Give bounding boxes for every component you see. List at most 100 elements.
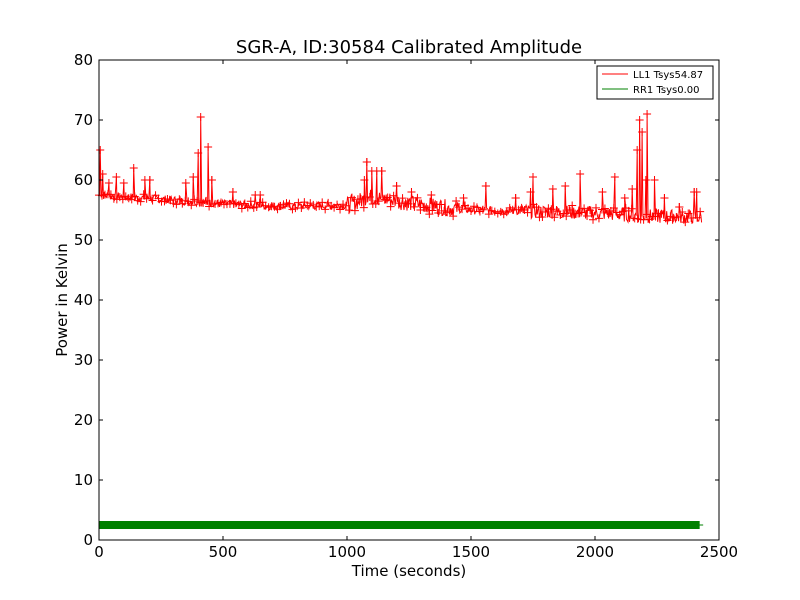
series-ll1-spike-marker <box>145 176 154 184</box>
x-axis-ticks: 0 500 1000 1500 2000 2500 <box>94 60 738 561</box>
series-ll1-marker <box>627 204 636 213</box>
series-ll1-marker <box>386 202 395 211</box>
series-ll1-marker <box>472 203 481 212</box>
plot-frame <box>98 59 720 541</box>
series-ll1-spike-marker <box>633 146 642 154</box>
series-ll1-marker <box>591 203 600 212</box>
series-ll1-spike-marker <box>362 158 371 166</box>
series-ll1-spike-marker <box>377 167 386 175</box>
series-ll1-marker <box>318 198 327 207</box>
series-ll1-spike-marker <box>620 194 629 202</box>
series-ll1-marker <box>172 200 181 209</box>
series-ll1-marker <box>538 212 547 221</box>
series-ll1-spike-marker <box>643 110 652 118</box>
series-ll1-spike-marker <box>576 170 585 178</box>
series-ll1-marker <box>252 202 261 211</box>
series-ll1-marker <box>428 206 437 215</box>
series-ll1-spike-marker <box>641 176 650 184</box>
series-ll1-spike-marker <box>660 194 669 202</box>
series-ll1-spike-marker <box>529 173 537 181</box>
series-ll1-marker <box>422 203 431 212</box>
series-ll1-marker <box>684 209 693 218</box>
series-ll1-marker <box>359 203 368 212</box>
y-axis-ticks: 0 10 20 30 40 50 60 70 80 <box>74 51 719 549</box>
x-tick-label: 500 <box>209 543 238 561</box>
series-ll1-marker <box>321 205 330 214</box>
series-ll1-marker <box>205 202 214 211</box>
series-ll1-spike-marker <box>459 194 468 202</box>
series-ll1-marker <box>202 196 211 205</box>
series-ll1-marker <box>672 213 681 222</box>
series-ll1-marker <box>237 204 246 213</box>
plot-area <box>95 110 705 529</box>
series-ll1-marker <box>175 195 184 204</box>
legend-label-rr1: RR1 Tsys0.00 <box>633 85 700 96</box>
series-ll1-spike-marker <box>207 176 216 184</box>
series-ll1-marker <box>452 197 461 206</box>
series-ll1-spike-marker <box>650 176 659 184</box>
series-ll1-spike-marker <box>407 188 416 196</box>
series-ll1-marker <box>502 208 511 217</box>
x-tick-label: 1000 <box>328 543 366 561</box>
series-ll1-marker <box>285 199 294 208</box>
series-ll1-marker <box>642 210 651 219</box>
series-ll1-spike-marker <box>204 143 213 151</box>
series-ll1-marker <box>681 218 690 227</box>
series-ll1-marker <box>547 205 556 214</box>
y-tick-label: 60 <box>74 171 93 189</box>
series-ll1-marker <box>142 194 151 203</box>
series-ll1-marker <box>336 205 345 214</box>
series-ll1-marker <box>577 208 586 217</box>
series-ll1-marker <box>609 204 618 213</box>
series-ll1-marker <box>413 193 422 202</box>
series-ll1-spike-marker <box>638 128 647 136</box>
series-ll1-marker <box>365 193 374 201</box>
series-ll1-marker <box>139 190 148 199</box>
series-ll1-marker <box>446 208 455 217</box>
series-ll1-marker <box>467 206 475 215</box>
series-ll1-marker <box>600 204 609 213</box>
series-ll1-marker <box>410 202 419 211</box>
series-ll1-spike-marker <box>427 191 436 199</box>
series-ll1-marker <box>148 196 157 205</box>
series-ll1-marker <box>398 194 407 203</box>
y-tick-label: 10 <box>74 471 93 489</box>
x-tick-label: 0 <box>94 543 104 561</box>
series-ll1-marker <box>693 213 702 222</box>
series-rr1-line <box>99 521 700 529</box>
series-ll1-spike-marker <box>511 194 520 202</box>
chart-title: SGR-A, ID:30584 Calibrated Amplitude <box>236 37 582 58</box>
series-ll1-spike-marker <box>692 188 701 196</box>
y-tick-label: 30 <box>74 351 93 369</box>
series-ll1-spike-marker <box>481 182 490 190</box>
series-ll1-spike-marker <box>181 179 190 187</box>
series-ll1-spike-marker <box>392 182 401 190</box>
series-ll1-spike-marker <box>628 185 637 193</box>
series-ll1-marker <box>404 199 413 208</box>
series-ll1-marker <box>389 191 398 200</box>
series-ll1-marker <box>297 203 306 212</box>
y-tick-label: 70 <box>74 111 93 129</box>
y-tick-label: 40 <box>74 291 93 309</box>
series-ll1-spike-marker <box>196 113 205 121</box>
y-tick-label: 80 <box>74 51 93 69</box>
series-ll1-spike-marker <box>189 173 198 181</box>
series-ll1-marker <box>136 197 145 206</box>
series-ll1-marker <box>550 213 559 222</box>
series-ll1-marker <box>663 216 672 225</box>
series-ll1-marker <box>246 197 255 206</box>
x-tick-label: 2000 <box>576 543 614 561</box>
legend: LL1 Tsys54.87 RR1 Tsys0.00 <box>596 65 714 100</box>
series-ll1-marker <box>696 207 705 216</box>
series-ll1-marker <box>678 208 687 217</box>
y-axis-label: Power in Kelvin <box>53 243 71 357</box>
series-ll1-marker <box>106 190 115 199</box>
series-ll1-spike-marker <box>98 170 107 178</box>
series-ll1-marker <box>350 206 359 215</box>
series-ll1-marker <box>478 205 487 214</box>
series-ll1-spike-marker <box>194 149 203 157</box>
series-ll1-spike-marker <box>675 203 684 211</box>
series-ll1-spike-marker <box>610 173 619 181</box>
series-ll1-marker <box>580 204 589 213</box>
